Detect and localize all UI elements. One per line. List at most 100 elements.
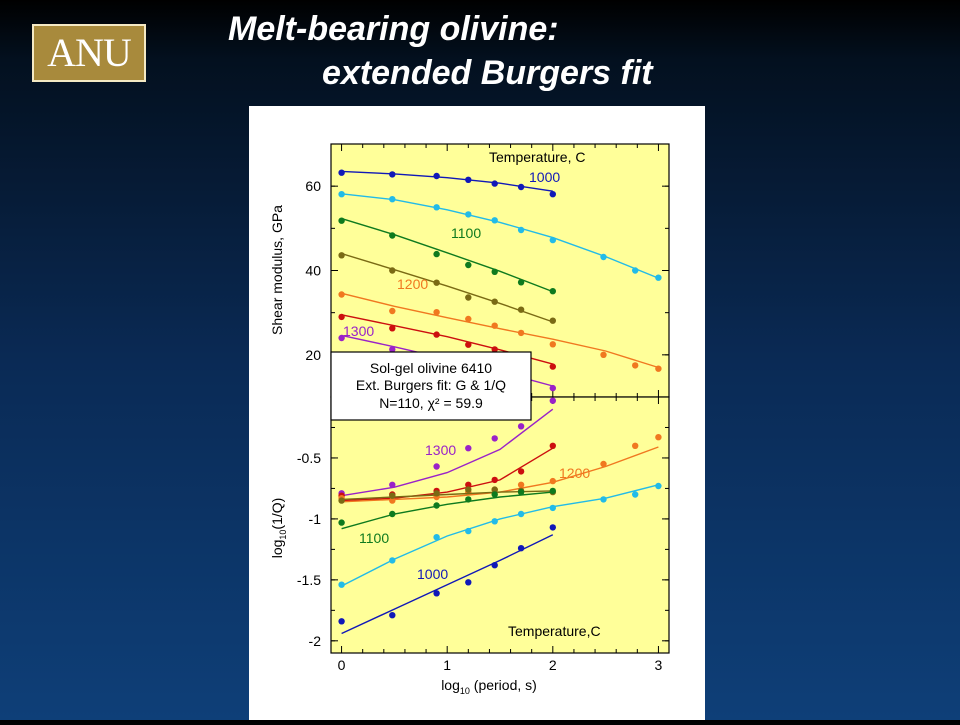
data-point-1300: [338, 334, 345, 342]
data-point-1050: [491, 217, 498, 224]
top-y-axis-label: Shear modulus, GPa: [269, 205, 285, 335]
data-point-1150: [465, 486, 472, 493]
data-point-1100: [465, 496, 472, 503]
data-point-1050: [389, 196, 396, 203]
fit-line-1000: [341, 170, 553, 192]
y-tick-label: -0.5: [297, 450, 321, 466]
data-point-1050: [338, 581, 345, 588]
data-point-1100: [549, 288, 556, 295]
temperature-label-1300: 1300: [425, 442, 456, 458]
temperature-label-1200: 1200: [397, 276, 428, 292]
data-point-1050: [433, 204, 440, 211]
data-point-1050: [549, 504, 556, 512]
slide-title-line1: Melt-bearing olivine:: [228, 10, 559, 48]
data-point-1200: [491, 322, 498, 329]
y-tick-label: 60: [305, 178, 321, 194]
data-point-1050: [465, 527, 472, 535]
data-point-1150: [338, 252, 345, 259]
data-point-1200: [517, 481, 525, 488]
data-point-1200: [389, 307, 396, 315]
data-point-1050: [465, 211, 472, 218]
data-point-1150: [433, 490, 440, 497]
data-point-1100: [517, 488, 525, 496]
data-point-1050: [517, 226, 525, 234]
data-point-1200: [655, 365, 662, 372]
x-tick-label: 0: [338, 657, 346, 673]
anu-logo-text: ANU: [47, 30, 132, 75]
data-point-1250: [389, 325, 396, 332]
data-point-1000: [491, 180, 498, 187]
data-point-1050: [389, 557, 396, 564]
data-point-1100: [433, 250, 440, 258]
data-point-1000: [389, 612, 396, 619]
bottom-legend-title: Temperature,C: [508, 623, 601, 639]
data-point-1050: [600, 253, 607, 261]
data-point-1200: [632, 362, 639, 369]
data-point-1100: [549, 487, 556, 495]
data-point-1150: [338, 497, 345, 504]
data-point-1150: [549, 317, 556, 324]
data-point-1000: [465, 579, 472, 586]
data-point-1300: [549, 397, 556, 404]
fit-line-1100: [341, 217, 554, 293]
data-point-1050: [549, 236, 556, 244]
data-point-1000: [433, 172, 440, 180]
y-tick-label: -2: [309, 633, 322, 649]
temperature-label-1300: 1300: [343, 323, 374, 339]
fit-line-1300: [341, 408, 554, 497]
data-point-1300: [389, 346, 396, 353]
fit-line-1250: [341, 447, 554, 502]
data-point-1200: [517, 329, 525, 337]
data-point-1250: [338, 313, 345, 321]
chart-svg: 20 40 60 1000 1100 1200 1300 -2 -1.5 -1 -0.5 1300 12…: [269, 143, 670, 696]
temperature-label-1100: 1100: [451, 225, 481, 241]
fit-line-1200: [341, 292, 659, 369]
data-point-1050: [632, 491, 639, 498]
y-tick-label: -1.5: [297, 572, 321, 588]
data-point-1100: [491, 491, 498, 498]
data-point-1300: [517, 423, 525, 430]
info-box-line1: Sol-gel olivine 6410: [370, 360, 492, 376]
data-point-1100: [389, 232, 396, 239]
data-point-1250: [491, 346, 498, 353]
data-point-1100: [517, 279, 525, 286]
data-point-1000: [338, 169, 345, 176]
y-tick-label: 20: [305, 347, 321, 363]
data-point-1000: [338, 618, 345, 625]
x-tick-label: 1: [443, 657, 451, 673]
data-point-1250: [549, 442, 556, 449]
temperature-label-1000: 1000: [529, 169, 560, 185]
temperature-label-1200: 1200: [559, 465, 590, 481]
bottom-y-axis-label: log10(1/Q): [269, 498, 288, 559]
data-point-1300: [549, 384, 556, 392]
data-point-1300: [433, 463, 440, 470]
data-point-1050: [655, 482, 662, 490]
data-point-1100: [433, 502, 440, 509]
data-point-1200: [465, 315, 472, 323]
data-point-1050: [491, 518, 498, 525]
data-point-1100: [465, 261, 472, 269]
temperature-label-1000: 1000: [417, 566, 448, 582]
data-point-1200: [655, 434, 662, 441]
data-point-1300: [389, 481, 396, 488]
data-point-1100: [338, 217, 345, 224]
bottom-panel-background: [330, 396, 670, 654]
data-point-1000: [549, 524, 556, 531]
data-point-1000: [389, 171, 396, 178]
data-point-1200: [632, 442, 639, 449]
data-point-1050: [433, 534, 440, 541]
data-point-1250: [491, 476, 498, 484]
data-point-1150: [433, 279, 440, 286]
top-legend-title: Temperature, C: [489, 149, 585, 165]
data-point-1200: [389, 497, 396, 504]
info-box-line3: N=110, χ² = 59.9: [379, 395, 483, 411]
chart-figure: 20 40 60 1000 1100 1200 1300 -2 -1.5 -1 -0.5 1300 12…: [249, 106, 705, 720]
y-tick-label: -1: [309, 511, 322, 527]
data-point-1150: [491, 486, 498, 493]
data-point-1050: [655, 274, 662, 281]
anu-logo: ANU: [32, 24, 146, 82]
y-tick-label: 40: [305, 263, 321, 279]
data-point-1100: [491, 268, 498, 275]
data-point-1250: [517, 468, 525, 475]
fit-line-1100: [341, 491, 553, 530]
